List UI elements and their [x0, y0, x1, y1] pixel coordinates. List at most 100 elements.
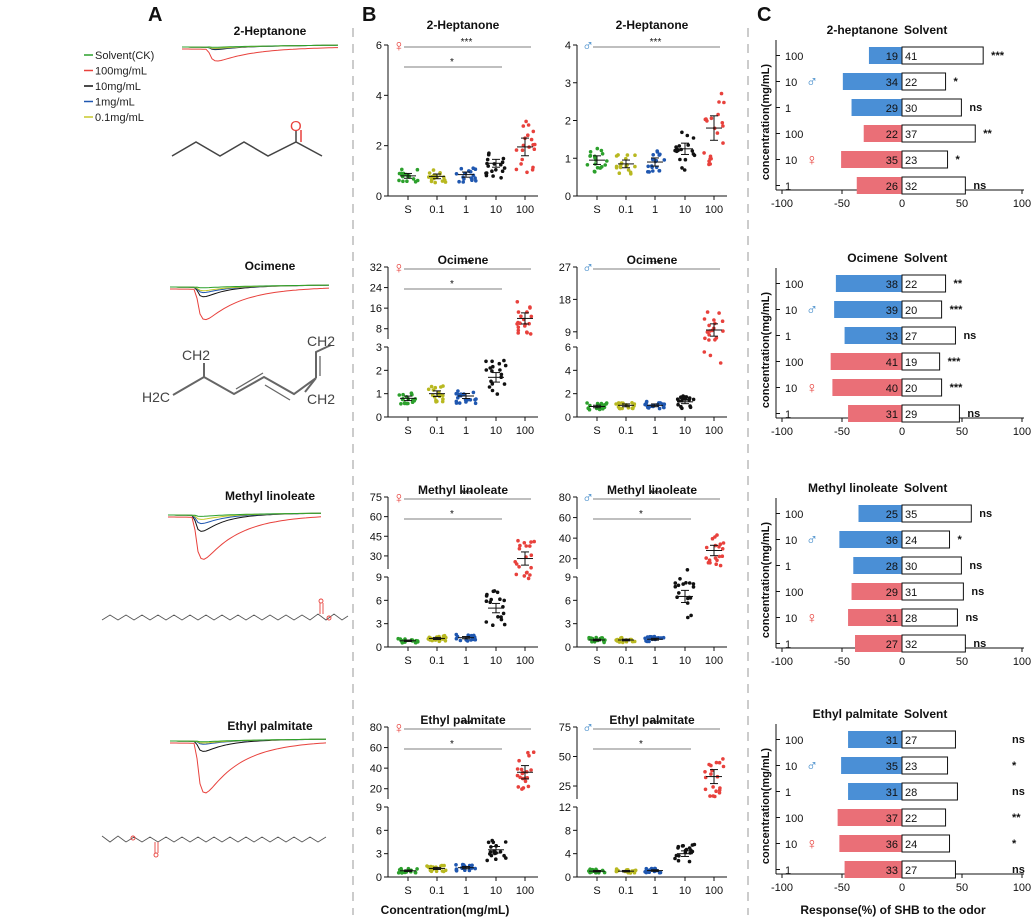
y-tick-label: 0: [565, 412, 571, 424]
data-point: [397, 393, 402, 397]
data-point: [443, 639, 448, 643]
data-point: [685, 133, 690, 138]
x-tick-label: 100: [705, 655, 723, 667]
data-point: [589, 636, 593, 640]
bar-x-tick-label: 50: [956, 198, 968, 210]
data-point: [721, 124, 725, 128]
bar-category-label: 10: [785, 839, 797, 851]
solvent-bar: [901, 834, 951, 853]
x-tick-label: S: [593, 425, 600, 437]
data-point: [490, 169, 494, 173]
data-point: [527, 753, 531, 758]
y-tick-label: 0: [565, 191, 571, 203]
data-point: [633, 153, 637, 157]
data-point: [515, 767, 520, 771]
data-point: [461, 180, 466, 184]
solvent-bar: [901, 556, 962, 575]
data-point: [457, 401, 462, 405]
bar-significance: ns: [1012, 864, 1025, 876]
odor-bar: [858, 505, 902, 522]
data-point: [676, 402, 680, 407]
data-point: [626, 168, 631, 172]
bar-ylabel: concentration(mg/mL): [760, 64, 772, 180]
odor-bar: [848, 609, 902, 626]
data-point: [500, 169, 505, 173]
data-point: [644, 870, 649, 875]
odor-bar: [832, 379, 902, 396]
data-point: [644, 400, 649, 405]
significance-label: ***: [650, 719, 662, 730]
data-point: [651, 153, 655, 157]
odor-value-label: 33: [886, 331, 898, 343]
data-point: [686, 596, 690, 601]
x-tick-label: 1: [652, 425, 658, 437]
data-point: [657, 169, 661, 173]
bar-significance: ns: [1012, 734, 1025, 746]
chart-title: Ethyl palmitate: [420, 713, 506, 727]
data-point: [620, 406, 624, 411]
bar-category-label: 100: [785, 735, 803, 747]
data-point: [677, 144, 682, 148]
bar-category-label: 100: [785, 357, 803, 369]
bar-x-tick-label: -100: [771, 882, 793, 894]
odor-value-label: 25: [886, 509, 898, 521]
bar-ylabel: concentration(mg/mL): [760, 522, 772, 638]
data-point: [490, 382, 495, 386]
data-point: [529, 540, 533, 544]
x-tick-label: S: [404, 204, 411, 216]
y-tick-label: 4: [565, 40, 571, 52]
data-point: [673, 856, 677, 861]
data-point: [491, 840, 496, 845]
data-point: [518, 543, 522, 548]
odor-value-label: 35: [886, 761, 898, 773]
data-point: [677, 591, 681, 595]
data-point: [474, 179, 478, 183]
compound-title: Methyl linoleate: [225, 489, 315, 503]
y-tick-label: 9: [376, 572, 382, 584]
solvent-value-label: 28: [905, 613, 917, 625]
data-point: [501, 611, 506, 616]
data-point: [718, 361, 723, 365]
data-point: [501, 156, 506, 161]
data-point: [525, 570, 529, 575]
data-point: [712, 318, 716, 322]
bar-category-label: 100: [785, 129, 803, 141]
female-symbol: ♀: [806, 152, 818, 169]
bar-category-label: 100: [785, 51, 803, 63]
data-point: [721, 141, 725, 145]
bar-x-tick-label: 0: [899, 426, 905, 438]
data-point: [516, 325, 521, 330]
compound-title: Ethyl palmitate: [227, 719, 313, 733]
y-tick-label: 20: [370, 784, 382, 796]
data-point: [522, 541, 527, 545]
bar-significance: ns: [973, 638, 986, 650]
data-point: [518, 775, 522, 780]
data-point: [643, 636, 647, 641]
solvent-bar: [901, 756, 949, 775]
data-point: [484, 620, 489, 624]
data-point: [488, 600, 493, 604]
data-point: [633, 164, 637, 169]
data-point: [687, 859, 692, 864]
data-point: [516, 310, 521, 314]
data-point: [439, 385, 443, 389]
significance-label: *: [639, 739, 643, 750]
data-point: [499, 372, 504, 377]
x-tick-label: 100: [516, 885, 534, 897]
bar-significance: **: [1012, 812, 1021, 824]
data-point: [442, 178, 447, 182]
data-point: [532, 539, 536, 544]
bar-x-tick-label: -100: [771, 198, 793, 210]
data-point: [528, 332, 533, 336]
data-point: [515, 322, 519, 326]
data-point: [502, 382, 507, 386]
y-tick-label: 0: [376, 642, 382, 654]
panel-b-xlabel: Concentration(mg/mL): [381, 903, 510, 917]
data-point: [683, 157, 688, 162]
data-point: [720, 547, 725, 551]
data-point: [614, 402, 618, 406]
data-point: [691, 397, 696, 402]
bar-category-label: 100: [785, 587, 803, 599]
data-point: [526, 133, 530, 137]
